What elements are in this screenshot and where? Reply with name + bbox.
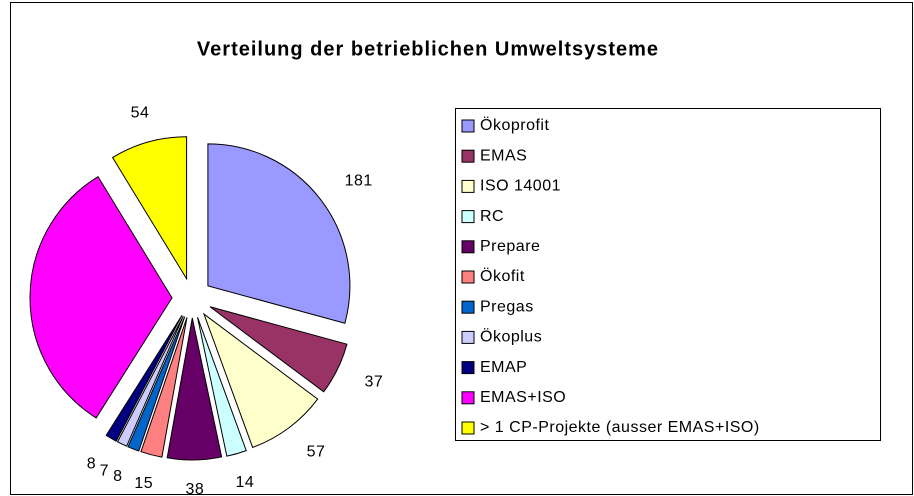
pie-slice [209,306,348,393]
data-label: 8 [113,468,122,485]
legend-swatch [461,300,475,314]
pie-slice [202,312,319,449]
legend-box [455,108,881,441]
data-label: 181 [345,173,373,190]
legend-label: ISO 14001 [480,178,561,195]
legend-label: > 1 CP-Projekte (ausser EMAS+ISO) [480,419,760,436]
chart-title: Verteilung der betrieblichen Umweltsyste… [197,38,659,60]
legend-label: RC [480,208,504,225]
data-label: 38 [186,481,205,496]
legend-label: EMAS [480,147,527,164]
legend-swatch [461,361,475,375]
legend-swatch [461,149,475,163]
legend-swatch [461,330,475,344]
legend-swatch [461,179,475,193]
legend-label: Ökofit [480,267,525,285]
legend-swatch [461,119,475,133]
pie-slice [105,315,183,442]
pie-slice [140,317,188,458]
pie-slice [29,175,173,419]
legend-label: Ökoprofit [480,116,549,134]
data-label: 7 [100,462,109,479]
pie-slice [207,143,351,324]
pie-slice [197,317,247,457]
legend-swatch [461,210,475,224]
data-label: 8 [87,456,96,473]
data-label: 37 [365,373,384,390]
legend-label: Pregas [480,298,534,315]
legend-swatch [461,270,475,284]
pie-slice [116,315,184,447]
legend-label: EMAS+ISO [480,389,566,406]
data-label: 15 [134,475,153,492]
legend-label: Prepare [480,238,540,255]
data-label: 57 [307,443,326,460]
pie-slice [166,317,223,461]
pie-slice [111,136,188,281]
data-label: 14 [236,474,255,491]
legend-label: Ökoplus [480,328,542,346]
legend-swatch [461,240,475,254]
pie-slice [127,316,186,452]
legend-swatch [461,391,475,405]
legend-label: EMAP [480,359,527,376]
data-label: 54 [131,104,150,121]
legend-swatch [461,421,475,435]
